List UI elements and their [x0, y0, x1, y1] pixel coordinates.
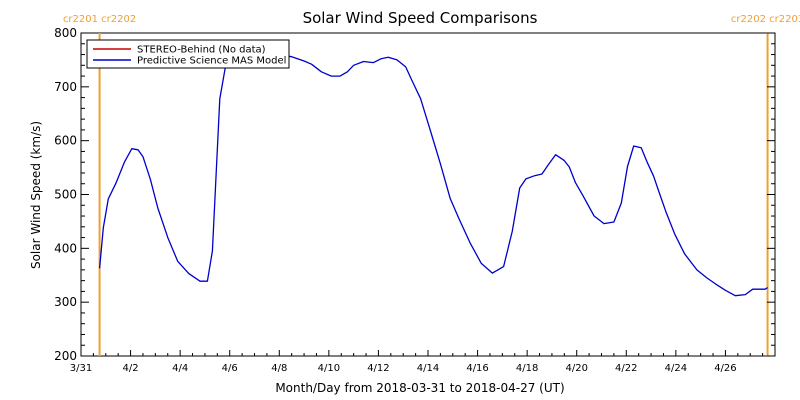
y-tick-label: 400 — [54, 241, 77, 255]
y-tick-label: 200 — [54, 349, 77, 363]
x-tick-label: 4/16 — [466, 363, 488, 374]
y-tick-label: 500 — [54, 188, 77, 202]
series-line-mas-model — [98, 53, 768, 297]
x-axis-label: Month/Day from 2018-03-31 to 2018-04-27 … — [275, 381, 564, 395]
x-tick-label: 4/26 — [714, 363, 736, 374]
legend-entry-label: STEREO-Behind (No data) — [137, 45, 266, 56]
x-tick-label: 4/4 — [172, 363, 188, 374]
x-tick-label: 4/8 — [271, 363, 287, 374]
chart-title: Solar Wind Speed Comparisons — [303, 9, 538, 27]
carrington-marker-label: cr2201 cr2202 — [63, 14, 136, 25]
plot-area — [80, 32, 776, 357]
x-tick-label: 4/12 — [367, 363, 389, 374]
y-tick-label: 700 — [54, 80, 77, 94]
x-tick-label: 4/2 — [123, 363, 139, 374]
x-tick-label: 4/14 — [417, 363, 439, 374]
x-tick-label: 4/22 — [615, 363, 637, 374]
x-tick-label: 4/10 — [318, 363, 340, 374]
x-tick-label: 4/18 — [516, 363, 538, 374]
y-axis-label: Solar Wind Speed (km/s) — [29, 121, 43, 269]
y-tick-label: 800 — [54, 26, 77, 40]
x-tick-label: 4/20 — [565, 363, 587, 374]
y-tick-label: 600 — [54, 134, 77, 148]
y-tick-label: 300 — [54, 295, 77, 309]
legend-box — [86, 39, 290, 69]
x-tick-label: 4/6 — [222, 363, 238, 374]
carrington-marker-label: cr2202 cr2203 — [731, 14, 800, 25]
legend-entry-label: Predictive Science MAS Model — [137, 56, 286, 67]
x-tick-label: 4/24 — [665, 363, 687, 374]
x-tick-label: 3/31 — [70, 363, 92, 374]
